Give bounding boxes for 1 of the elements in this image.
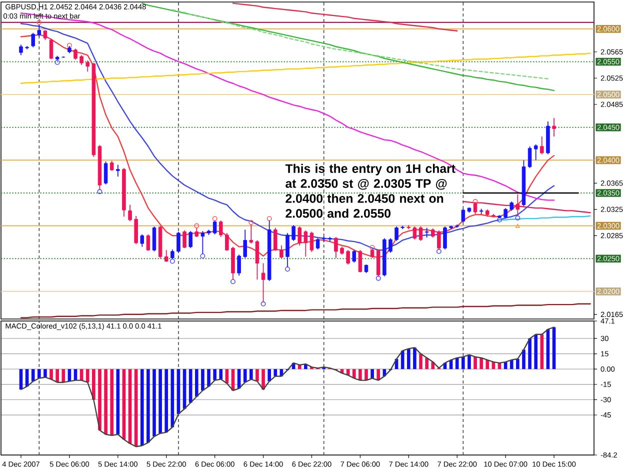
annotation: This is the entry on 1H chart at 2.0350 st @ 2.0305 TP @ 2.0400 then 2.0450 next on 2.0500 and 2.0550 — [285, 164, 456, 218]
